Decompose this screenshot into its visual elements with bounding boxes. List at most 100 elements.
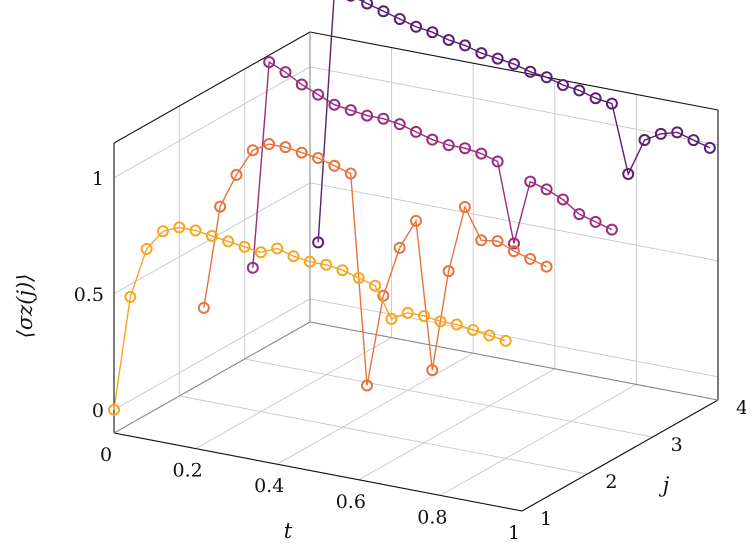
- data-point: [491, 52, 504, 65]
- data-point: [385, 313, 398, 325]
- data-point: [361, 379, 374, 392]
- data-point: [434, 315, 447, 328]
- data-point: [246, 144, 259, 157]
- data-point: [442, 265, 455, 278]
- axis-box-edge: [113, 432, 523, 512]
- data-point: [409, 214, 422, 227]
- data-point: [263, 138, 276, 151]
- data-point: [312, 152, 325, 165]
- data-point: [401, 306, 414, 319]
- data-point: [703, 141, 716, 154]
- y-tick-label: 2: [605, 471, 617, 493]
- data-point: [410, 20, 423, 33]
- data-point: [344, 104, 357, 117]
- grid-line: [195, 337, 392, 449]
- series-j4: [312, 0, 716, 249]
- y-axis-label: j: [659, 473, 670, 497]
- data-point: [426, 364, 439, 377]
- data-point: [458, 201, 471, 213]
- data-point: [524, 175, 537, 188]
- data-point: [320, 258, 333, 271]
- data-point: [540, 183, 553, 196]
- axis-box-edge: [113, 31, 311, 144]
- data-point: [393, 13, 406, 25]
- data-point: [328, 159, 341, 172]
- data-point: [205, 229, 218, 242]
- series-layer: [108, 0, 716, 416]
- data-point: [295, 146, 308, 159]
- grid-line: [358, 368, 556, 481]
- data-point: [108, 403, 120, 416]
- data-point: [589, 215, 602, 228]
- data-point: [458, 142, 471, 155]
- data-point: [467, 323, 480, 336]
- data-point: [508, 58, 520, 71]
- y-tick-label: 3: [671, 434, 683, 456]
- grid-line: [113, 298, 311, 411]
- data-point: [263, 56, 276, 69]
- z-tick-label: 0: [92, 400, 104, 422]
- data-point: [352, 271, 365, 284]
- data-point: [303, 255, 316, 268]
- x-tick-label: 0.8: [417, 506, 447, 528]
- data-point: [377, 112, 390, 125]
- data-point: [418, 309, 431, 322]
- data-point: [524, 65, 537, 78]
- grid-line: [440, 384, 637, 496]
- data-point: [377, 289, 390, 302]
- data-point: [361, 109, 374, 122]
- series-j2: [197, 138, 553, 392]
- data-point: [475, 234, 488, 247]
- data-point: [524, 252, 537, 265]
- y-tick-label: 4: [736, 397, 746, 419]
- data-point: [573, 208, 586, 221]
- grid-line: [276, 352, 474, 465]
- data-point: [638, 134, 651, 147]
- data-point: [507, 245, 520, 258]
- axis-box-edge: [309, 321, 719, 401]
- data-point: [140, 243, 153, 255]
- data-point: [450, 318, 463, 331]
- data-point: [246, 261, 259, 274]
- data-point: [491, 235, 504, 248]
- x-axis-label: t: [284, 519, 293, 543]
- x-tick-label: 0.6: [336, 491, 366, 513]
- data-point: [222, 235, 235, 248]
- x-tick-label: 1: [508, 522, 520, 544]
- data-point: [483, 329, 496, 342]
- data-point: [475, 147, 488, 160]
- data-point: [295, 78, 308, 91]
- data-point: [687, 134, 700, 147]
- z-tick-label: 0.5: [74, 284, 104, 306]
- data-point: [410, 125, 423, 138]
- data-point: [238, 240, 251, 253]
- x-tick-label: 0: [100, 444, 112, 466]
- data-point: [556, 79, 569, 91]
- data-point: [459, 39, 472, 52]
- data-point: [442, 139, 455, 152]
- data-point: [589, 92, 602, 105]
- data-point: [556, 193, 569, 206]
- grid-line: [309, 182, 719, 262]
- data-point: [671, 126, 684, 139]
- y-tick-label: 1: [540, 508, 552, 530]
- data-point: [605, 223, 618, 236]
- data-point: [491, 155, 504, 168]
- data-point: [189, 224, 202, 237]
- series-line: [113, 226, 506, 410]
- grid-line: [179, 395, 588, 475]
- data-point: [279, 141, 292, 154]
- data-point: [197, 301, 210, 314]
- data-point: [346, 0, 356, 2]
- axis-box-edge: [113, 321, 311, 434]
- data-point: [507, 237, 520, 250]
- data-point: [605, 97, 618, 110]
- data-point: [499, 334, 512, 347]
- data-point: [312, 236, 325, 249]
- data-point: [254, 246, 267, 259]
- data-point: [393, 118, 406, 131]
- grid-layer: [113, 32, 719, 512]
- z-axis-label: ⟨σz(j)⟩: [13, 274, 37, 339]
